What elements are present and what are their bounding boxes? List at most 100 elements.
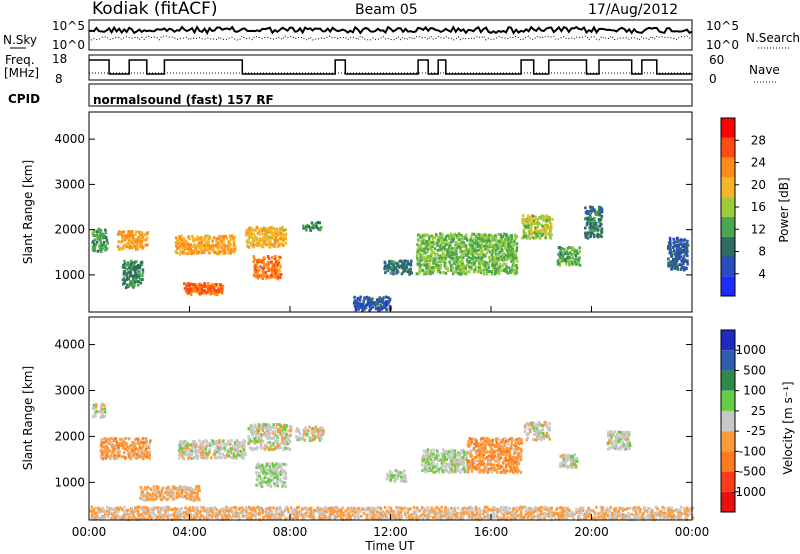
range-cell (473, 270, 476, 274)
range-cell (227, 454, 231, 458)
range-cell (260, 484, 264, 488)
range-cell (461, 261, 464, 265)
range-cell (578, 250, 581, 254)
range-cell (267, 261, 270, 264)
range-cell (217, 241, 220, 245)
range-cell (248, 511, 251, 515)
range-cell (276, 275, 280, 279)
range-cell (245, 233, 248, 237)
range-cell (261, 482, 264, 486)
range-cell (372, 515, 375, 519)
range-cell (186, 292, 189, 295)
range-cell (571, 262, 575, 266)
range-cell (600, 230, 604, 234)
range-cell (475, 509, 478, 513)
range-cell (497, 448, 500, 452)
range-cell (96, 230, 99, 234)
range-cell (279, 231, 283, 235)
range-cell (323, 509, 327, 513)
range-cell (128, 454, 131, 458)
range-cell (192, 243, 196, 247)
range-cell (221, 288, 224, 292)
range-cell (130, 259, 133, 263)
range-cell (538, 506, 542, 510)
range-cell (422, 251, 426, 255)
range-cell (352, 509, 355, 513)
range-cell (508, 511, 511, 515)
range-cell (397, 473, 400, 477)
range-cell (95, 403, 98, 407)
range-cell (207, 243, 210, 247)
range-cell (507, 453, 510, 457)
range-cell (222, 238, 225, 242)
range-cell (586, 210, 589, 213)
range-cell (101, 452, 104, 456)
range-cell (573, 458, 576, 462)
range-cell (676, 243, 679, 247)
range-cell (192, 513, 195, 517)
range-cell (366, 517, 369, 521)
range-cell (193, 283, 197, 287)
range-cell (453, 506, 457, 510)
noise-rtick-top: 10^5 (706, 19, 739, 33)
range-cell (260, 426, 263, 430)
range-cell (570, 252, 574, 256)
range-cell (177, 238, 181, 242)
range-cell (129, 271, 133, 274)
freq-series (89, 59, 692, 75)
range-cell (469, 238, 472, 242)
range-cell (541, 225, 545, 228)
range-cell (391, 266, 395, 269)
range-cell (498, 265, 502, 269)
range-cell (525, 438, 529, 442)
range-cell (222, 241, 225, 245)
range-cell (511, 511, 514, 515)
range-cell (115, 457, 119, 460)
range-cell (403, 506, 406, 510)
range-cell (266, 468, 270, 472)
range-cell (505, 451, 508, 455)
range-cell (680, 242, 683, 246)
range-cell (470, 267, 473, 271)
range-cell (281, 225, 284, 229)
range-cell (138, 273, 142, 277)
range-cell (501, 508, 505, 512)
range-cell (511, 251, 514, 255)
range-cell (431, 455, 435, 459)
range-cell (141, 271, 145, 274)
range-cell (131, 279, 135, 283)
range-cell (100, 440, 104, 444)
range-cell (164, 507, 167, 511)
range-cell (498, 243, 501, 247)
range-cell (191, 249, 194, 253)
range-cell (192, 506, 195, 510)
range-cell (167, 485, 170, 489)
range-cell (268, 428, 272, 432)
range-cell (545, 513, 549, 516)
range-cell (139, 233, 142, 237)
range-cell (368, 304, 371, 308)
range-cell (118, 437, 122, 441)
range-cell (538, 515, 542, 519)
range-cell (94, 414, 97, 418)
range-cell (159, 496, 162, 500)
colorbar-tick-label: 24 (751, 156, 766, 170)
range-cell (229, 442, 232, 446)
range-cell (518, 437, 521, 441)
range-cell (183, 282, 186, 286)
range-cell (251, 228, 255, 232)
range-cell (530, 421, 534, 425)
range-cell (470, 516, 474, 520)
range-cell (238, 445, 241, 449)
range-cell (234, 508, 238, 512)
range-cell (121, 239, 124, 243)
range-cell (313, 427, 317, 431)
range-cell (305, 228, 308, 232)
range-cell (112, 515, 116, 518)
range-cell (180, 443, 184, 447)
range-cell (492, 443, 495, 447)
power-cells (91, 205, 690, 313)
range-cell (560, 461, 564, 465)
range-cell (568, 508, 571, 512)
range-cell (485, 272, 489, 276)
